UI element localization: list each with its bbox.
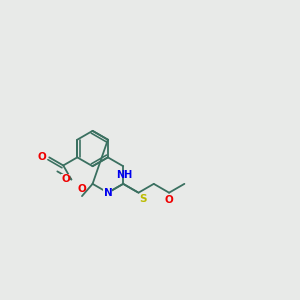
Text: O: O (38, 152, 46, 162)
Text: O: O (78, 184, 86, 194)
Text: NH: NH (116, 170, 133, 180)
Text: N: N (103, 188, 112, 198)
Text: O: O (61, 175, 70, 184)
Text: O: O (165, 195, 173, 205)
Text: S: S (139, 194, 147, 204)
